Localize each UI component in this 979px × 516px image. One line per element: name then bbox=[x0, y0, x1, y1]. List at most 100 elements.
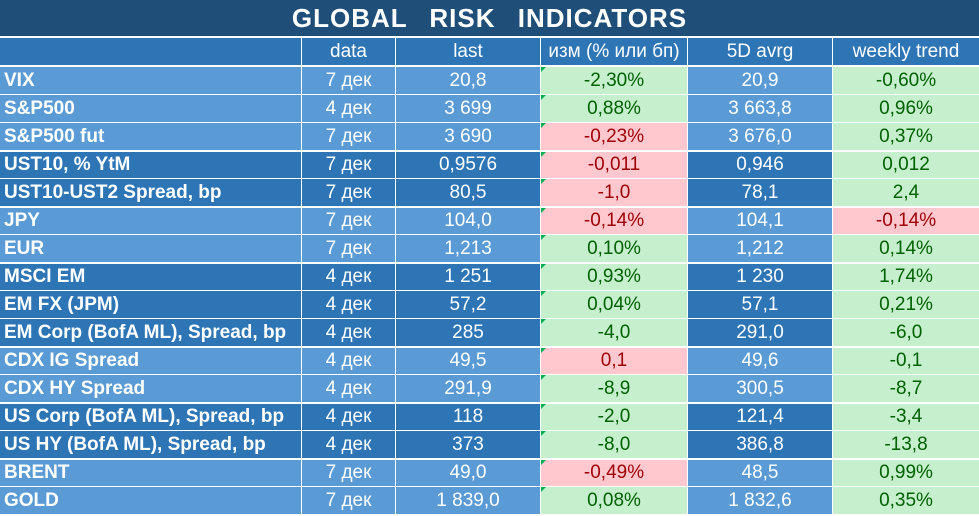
indicator-name: UST10-UST2 Spread, bp bbox=[0, 179, 301, 206]
indicator-date: 4 дек bbox=[302, 291, 395, 318]
indicator-date: 7 дек bbox=[302, 235, 395, 262]
indicator-name: EM Corp (BofA ML), Spread, bp bbox=[0, 319, 301, 346]
indicator-name: CDX HY Spread bbox=[0, 375, 301, 402]
indicator-last: 1,213 bbox=[396, 235, 540, 262]
indicator-name: US HY (BofA ML), Spread, bp bbox=[0, 431, 301, 458]
indicator-last: 373 bbox=[396, 431, 540, 458]
cell-note-marker-icon bbox=[541, 404, 546, 409]
indicator-name: JPY bbox=[0, 207, 301, 234]
indicator-last: 3 699 bbox=[396, 95, 540, 122]
indicator-last: 1 839,0 bbox=[396, 487, 540, 514]
indicator-name: VIX bbox=[0, 67, 301, 94]
indicator-change: -4,0 bbox=[541, 319, 687, 346]
indicator-date: 4 дек bbox=[302, 95, 395, 122]
indicator-5d-average: 78,1 bbox=[688, 179, 832, 206]
indicator-last: 49,5 bbox=[396, 347, 540, 374]
table-row: US HY (BofA ML), Spread, bp 4 дек 373 -8,0 3… bbox=[0, 431, 979, 459]
indicator-weekly-trend: -6,0 bbox=[833, 319, 979, 346]
indicator-name: GOLD bbox=[0, 487, 301, 514]
indicator-5d-average: 48,5 bbox=[688, 459, 832, 486]
indicator-change: -2,0 bbox=[541, 403, 687, 430]
indicator-5d-average: 300,5 bbox=[688, 375, 832, 402]
table-row: CDX IG Spread 4 дек 49,5 0,1 49,6 -0,1 bbox=[0, 347, 979, 375]
indicator-5d-average: 1 832,6 bbox=[688, 487, 832, 514]
indicator-change: 0,04% bbox=[541, 291, 687, 318]
indicator-last: 57,2 bbox=[396, 291, 540, 318]
table-row: MSCI EM 4 дек 1 251 0,93% 1 230 1,74% bbox=[0, 263, 979, 291]
indicator-5d-average: 49,6 bbox=[688, 347, 832, 374]
cell-note-marker-icon bbox=[541, 291, 546, 296]
table-row: JPY 7 дек 104,0 -0,14% 104,1 -0,14% bbox=[0, 207, 979, 235]
indicator-weekly-trend: -3,4 bbox=[833, 403, 979, 430]
header-date: data bbox=[302, 38, 395, 65]
cell-note-marker-icon bbox=[541, 487, 546, 492]
indicator-change: -1,0 bbox=[541, 179, 687, 206]
indicator-weekly-trend: 0,14% bbox=[833, 235, 979, 262]
indicator-5d-average: 121,4 bbox=[688, 403, 832, 430]
cell-note-marker-icon bbox=[541, 319, 546, 324]
header-row: data last изм (% или бп) 5D avrg weekly … bbox=[0, 38, 979, 66]
indicator-change: -0,49% bbox=[541, 459, 687, 486]
table-row: S&P500 fut 7 дек 3 690 -0,23% 3 676,0 0,37% bbox=[0, 123, 979, 151]
indicator-weekly-trend: 2,4 bbox=[833, 179, 979, 206]
indicator-5d-average: 291,0 bbox=[688, 319, 832, 346]
indicator-name: S&P500 fut bbox=[0, 123, 301, 150]
indicator-change: 0,88% bbox=[541, 95, 687, 122]
indicator-last: 0,9576 bbox=[396, 151, 540, 178]
indicator-5d-average: 3 676,0 bbox=[688, 123, 832, 150]
cell-note-marker-icon bbox=[541, 264, 546, 269]
cell-note-marker-icon bbox=[541, 67, 546, 72]
indicator-last: 49,0 bbox=[396, 459, 540, 486]
header-indicator bbox=[0, 38, 301, 65]
table-row: GOLD 7 дек 1 839,0 0,08% 1 832,6 0,35% bbox=[0, 487, 979, 515]
indicator-last: 104,0 bbox=[396, 207, 540, 234]
cell-note-marker-icon bbox=[541, 179, 546, 184]
indicator-change: 0,1 bbox=[541, 347, 687, 374]
cell-note-marker-icon bbox=[541, 152, 546, 157]
cell-note-marker-icon bbox=[541, 375, 546, 380]
indicator-date: 7 дек bbox=[302, 179, 395, 206]
table-row: US Corp (BofA ML), Spread, bp 4 дек 118 -2,… bbox=[0, 403, 979, 431]
indicator-date: 7 дек bbox=[302, 207, 395, 234]
indicator-last: 3 690 bbox=[396, 123, 540, 150]
indicator-weekly-trend: 0,012 bbox=[833, 151, 979, 178]
header-change: изм (% или бп) bbox=[541, 38, 687, 65]
indicator-5d-average: 0,946 bbox=[688, 151, 832, 178]
indicator-change: 0,93% bbox=[541, 263, 687, 290]
table-row: EUR 7 дек 1,213 0,10% 1,212 0,14% bbox=[0, 235, 979, 263]
indicator-weekly-trend: 0,35% bbox=[833, 487, 979, 514]
indicator-weekly-trend: 0,37% bbox=[833, 123, 979, 150]
indicator-change: 0,10% bbox=[541, 235, 687, 262]
indicator-name: S&P500 bbox=[0, 95, 301, 122]
indicator-change: -0,14% bbox=[541, 207, 687, 234]
cell-note-marker-icon bbox=[541, 123, 546, 128]
indicator-date: 7 дек bbox=[302, 151, 395, 178]
cell-note-marker-icon bbox=[541, 235, 546, 240]
cell-note-marker-icon bbox=[541, 208, 546, 213]
cell-note-marker-icon bbox=[541, 460, 546, 465]
indicator-5d-average: 386,8 bbox=[688, 431, 832, 458]
table-row: CDX HY Spread 4 дек 291,9 -8,9 300,5 -8,7 bbox=[0, 375, 979, 403]
indicator-weekly-trend: -0,60% bbox=[833, 67, 979, 94]
indicator-date: 4 дек bbox=[302, 375, 395, 402]
indicator-change: -8,9 bbox=[541, 375, 687, 402]
indicator-date: 7 дек bbox=[302, 67, 395, 94]
indicator-last: 285 bbox=[396, 319, 540, 346]
indicator-5d-average: 1 230 bbox=[688, 263, 832, 290]
indicator-change: -2,30% bbox=[541, 67, 687, 94]
indicator-date: 4 дек bbox=[302, 347, 395, 374]
indicator-5d-average: 104,1 bbox=[688, 207, 832, 234]
indicator-name: BRENT bbox=[0, 459, 301, 486]
table-row: EM Corp (BofA ML), Spread, bp 4 дек 285 -4,… bbox=[0, 319, 979, 347]
indicator-last: 291,9 bbox=[396, 375, 540, 402]
indicator-date: 4 дек bbox=[302, 431, 395, 458]
indicator-last: 20,8 bbox=[396, 67, 540, 94]
header-weekly-trend: weekly trend bbox=[833, 38, 979, 65]
indicator-change: -0,23% bbox=[541, 123, 687, 150]
indicator-date: 4 дек bbox=[302, 263, 395, 290]
indicator-last: 80,5 bbox=[396, 179, 540, 206]
indicator-5d-average: 20,9 bbox=[688, 67, 832, 94]
indicator-weekly-trend: -0,1 bbox=[833, 347, 979, 374]
indicator-weekly-trend: -0,14% bbox=[833, 207, 979, 234]
indicator-weekly-trend: 0,99% bbox=[833, 459, 979, 486]
